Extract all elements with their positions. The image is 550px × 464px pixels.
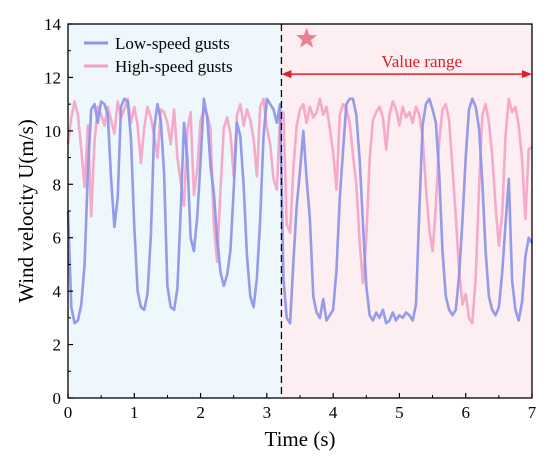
y-tick-label: 8 [53, 175, 62, 194]
chart-legend: Low-speed gusts High-speed gusts [84, 34, 233, 76]
y-tick-label: 6 [53, 229, 62, 248]
x-tick-label: 1 [130, 403, 139, 422]
y-axis-ticks: 0 2 4 6 8 10 12 14 [44, 15, 73, 408]
series-line-low-speed [66, 97, 534, 325]
x-axis-title: Time (s) [265, 427, 336, 451]
x-tick-label: 0 [64, 403, 73, 422]
x-tick-label: 2 [196, 403, 205, 422]
x-tick-label: 7 [528, 403, 537, 422]
x-axis-ticks: 0 1 2 3 4 5 6 7 [64, 393, 537, 422]
background-region-0 [68, 24, 282, 398]
series-line-high-speed [66, 97, 533, 325]
x-tick-label: 5 [395, 403, 404, 422]
value-range-label: Value range [381, 52, 462, 71]
y-tick-label: 0 [53, 389, 62, 408]
x-tick-label: 3 [263, 403, 272, 422]
x-tick-label: 4 [329, 403, 338, 422]
series-lines [66, 97, 534, 325]
value-range-arrow-left [281, 70, 292, 79]
y-tick-label: 4 [53, 282, 62, 301]
legend-label-high-speed: High-speed gusts [115, 57, 233, 76]
y-tick-label: 14 [44, 15, 62, 34]
value-range-arrow-right [522, 70, 532, 79]
background-region-1 [281, 24, 532, 398]
y-tick-label: 12 [44, 68, 61, 87]
y-tick-label: 10 [44, 122, 61, 141]
star-marker-icon [296, 27, 318, 48]
y-tick-label: 2 [53, 336, 62, 355]
x-tick-label: 6 [461, 403, 470, 422]
y-axis-title: Wind velocity U(m/s) [14, 119, 38, 302]
legend-label-low-speed: Low-speed gusts [115, 34, 230, 53]
value-range-annotation: Value range [281, 52, 532, 79]
